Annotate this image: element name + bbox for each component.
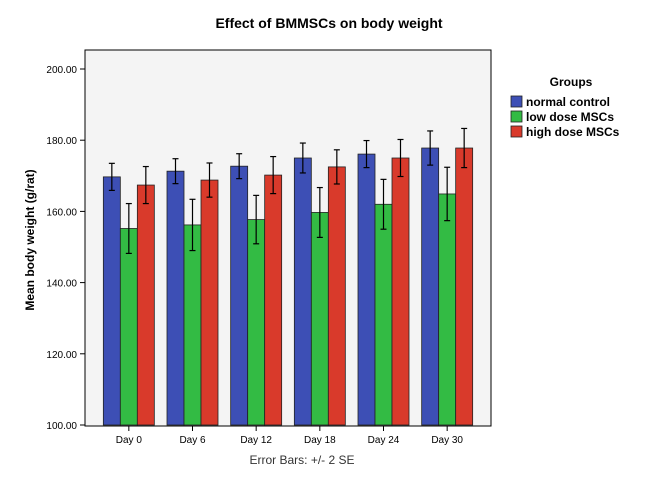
y-tick-label: 140.00 [46, 279, 77, 290]
bar-normal-control [421, 147, 440, 426]
bar-normal-control [230, 165, 249, 426]
y-tick-label: 120.00 [46, 350, 77, 361]
legend-swatch [510, 110, 523, 123]
bar-low-dose-mscs [438, 193, 457, 426]
y-axis-label: Mean body weight (g/rat) [23, 169, 37, 310]
bar-low-dose-mscs [183, 224, 202, 426]
x-tick-label: Day 6 [179, 435, 206, 446]
x-tick-label: Day 0 [116, 435, 143, 446]
bar-normal-control [293, 157, 312, 426]
x-tick-label: Day 30 [431, 435, 463, 446]
y-tick-label: 160.00 [46, 207, 77, 218]
x-tick-label: Day 18 [304, 435, 336, 446]
bars [102, 127, 474, 426]
chart-title: Effect of BMMSCs on body weight [215, 15, 442, 31]
bar-high-dose-mscs [136, 184, 155, 426]
bar-low-dose-mscs [310, 212, 329, 426]
bar-high-dose-mscs [200, 179, 219, 426]
bar-low-dose-mscs [247, 219, 266, 426]
y-axis: 100.00 120.00 140.00 160.00 180.00 200.00 [46, 65, 85, 432]
y-tick-label: 180.00 [46, 136, 77, 147]
bar-high-dose-mscs [264, 174, 283, 426]
legend-entry: normal control [526, 95, 610, 109]
bar-high-dose-mscs [455, 147, 474, 426]
legend-entry: low dose MSCs [526, 110, 614, 124]
legend-title: Groups [550, 75, 593, 89]
y-tick-label: 200.00 [46, 65, 77, 76]
error-bars-note: Error Bars: +/- 2 SE [249, 453, 354, 467]
y-tick-label: 100.00 [46, 421, 77, 432]
legend-entry: high dose MSCs [526, 125, 620, 139]
bar-low-dose-mscs [119, 228, 138, 426]
bar-normal-control [102, 176, 121, 426]
x-tick-label: Day 24 [368, 435, 400, 446]
legend-swatch [510, 95, 523, 108]
x-tick-label: Day 12 [240, 435, 272, 446]
bar-normal-control [357, 153, 376, 426]
bar-normal-control [166, 170, 185, 426]
legend-swatch [510, 125, 523, 138]
bar-high-dose-mscs [327, 166, 346, 426]
x-axis: Day 0 Day 6 Day 12 Day 18 Day 24 Day 30 [116, 426, 463, 446]
bar-low-dose-mscs [374, 203, 393, 426]
bar-high-dose-mscs [391, 157, 410, 426]
